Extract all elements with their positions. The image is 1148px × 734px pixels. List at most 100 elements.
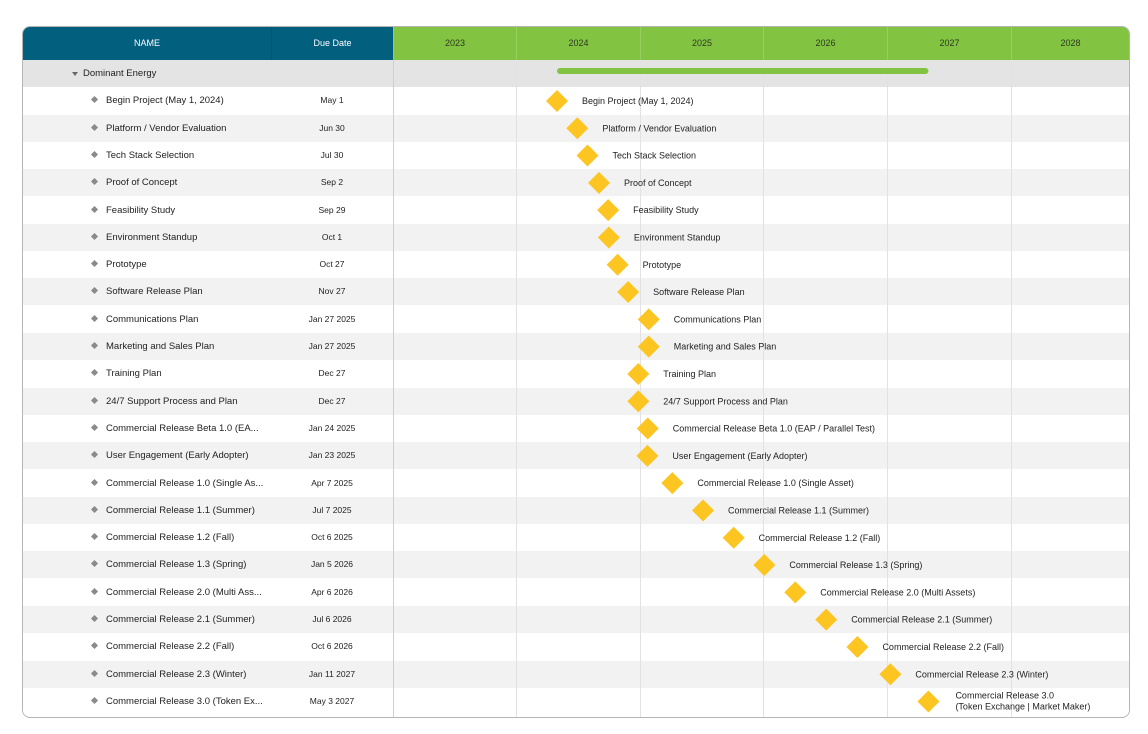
task-cells: Commercial Release 1.1 (Summer) Jul 7 202… bbox=[23, 497, 393, 524]
milestone-diamond[interactable] bbox=[722, 526, 745, 549]
milestone-diamond[interactable] bbox=[661, 472, 684, 495]
milestone-label: User Engagement (Early Adopter) bbox=[672, 451, 807, 461]
milestone-label-line: (Token Exchange | Market Maker) bbox=[955, 702, 1090, 712]
task-row[interactable]: Commercial Release 2.3 (Winter) Jan 11 20… bbox=[23, 660, 1129, 688]
milestone-diamond[interactable] bbox=[784, 581, 807, 604]
collapse-caret-icon[interactable] bbox=[72, 72, 78, 76]
task-row[interactable]: Training Plan Dec 27 bbox=[23, 360, 1129, 388]
milestone-label: Marketing and Sales Plan bbox=[674, 342, 777, 352]
task-cells: Marketing and Sales Plan Jan 27 2025 bbox=[23, 333, 393, 360]
milestone-diamond[interactable] bbox=[917, 690, 940, 713]
task-row[interactable]: Commercial Release Beta 1.0 (EA... Jan 24… bbox=[23, 414, 1129, 442]
milestone-diamond[interactable] bbox=[566, 117, 589, 140]
task-row[interactable]: Feasibility Study Sep 29 bbox=[23, 196, 1129, 224]
task-due-date: Dec 27 bbox=[318, 368, 346, 379]
milestone-label: Commercial Release 1.2 (Fall) bbox=[759, 533, 881, 543]
task-due-date: Oct 1 bbox=[321, 231, 343, 242]
milestone-label: Commercial Release 1.0 (Single Asset) bbox=[697, 478, 854, 488]
task-row[interactable]: Marketing and Sales Plan Jan 27 2025 bbox=[23, 333, 1129, 360]
milestone-diamond[interactable] bbox=[597, 199, 620, 222]
group-summary-bar[interactable] bbox=[556, 68, 929, 74]
task-cells: Commercial Release 1.0 (Single As... Apr … bbox=[23, 470, 393, 497]
year-header: 2027 bbox=[887, 27, 1011, 60]
task-row[interactable]: Communications Plan Jan 27 2025 bbox=[23, 305, 1129, 333]
milestone-label: Feasibility Study bbox=[633, 205, 699, 215]
task-cells: Commercial Release 2.0 (Multi Ass... Apr … bbox=[23, 579, 393, 606]
task-cells: Commercial Release 2.1 (Summer) Jul 6 202… bbox=[23, 606, 393, 633]
task-due-date: May 3 2027 bbox=[309, 695, 355, 706]
milestone-diamond[interactable] bbox=[606, 253, 629, 276]
task-row[interactable]: Begin Project (May 1, 2024) May 1 bbox=[23, 87, 1129, 115]
milestone-diamond[interactable] bbox=[815, 608, 838, 631]
milestone-label-line: Commercial Release 3.0 bbox=[955, 691, 1054, 701]
task-row[interactable]: Commercial Release 2.1 (Summer) Jul 6 202… bbox=[23, 606, 1129, 633]
milestone-diamond[interactable] bbox=[627, 362, 650, 385]
task-row[interactable]: Environment Standup Oct 1 bbox=[23, 223, 1129, 251]
milestone-label: Platform / Vendor Evaluation bbox=[602, 123, 716, 133]
task-due-date: Apr 6 2026 bbox=[311, 586, 353, 597]
milestone-diamond[interactable] bbox=[636, 417, 659, 440]
milestone-diamond[interactable] bbox=[597, 226, 620, 249]
milestone-diamond[interactable] bbox=[576, 144, 599, 167]
task-cells: Platform / Vendor Evaluation Jun 30 bbox=[23, 115, 393, 142]
task-row[interactable]: Tech Stack Selection Jul 30 bbox=[23, 141, 1129, 169]
task-row[interactable]: User Engagement (Early Adopter) Jan 23 20… bbox=[23, 442, 1129, 470]
milestone-label: Software Release Plan bbox=[653, 287, 745, 297]
task-due-date: May 1 bbox=[320, 95, 344, 106]
milestone-diamond[interactable] bbox=[753, 554, 776, 577]
milestone-label: Environment Standup bbox=[634, 232, 721, 242]
task-due-date: Jul 7 2025 bbox=[312, 504, 352, 515]
milestone-diamond[interactable] bbox=[636, 444, 659, 467]
milestone-label: Commercial Release Beta 1.0 (EAP / Paral… bbox=[673, 424, 875, 434]
milestone-diamond[interactable] bbox=[627, 390, 650, 413]
task-row[interactable]: Prototype Oct 27 bbox=[23, 251, 1129, 279]
gantt-chart: NAME Due Date 2023 2024 2025 2026 2027 2… bbox=[22, 26, 1130, 718]
timeline-chart: Begin Project (May 1, 2024) Platform / Ve… bbox=[545, 68, 1090, 713]
task-row[interactable]: Commercial Release 1.1 (Summer) Jul 7 202… bbox=[23, 496, 1129, 524]
year-header: 2026 bbox=[763, 27, 887, 60]
task-row[interactable]: Commercial Release 1.3 (Spring) Jan 5 202… bbox=[23, 551, 1129, 579]
year-header: 2028 bbox=[1011, 27, 1129, 60]
task-row[interactable]: Proof of Concept Sep 2 bbox=[23, 169, 1129, 197]
milestone-label: Commercial Release 1.1 (Summer) bbox=[728, 505, 869, 515]
milestone-diamond[interactable] bbox=[692, 499, 715, 522]
milestone-diamond[interactable] bbox=[545, 89, 568, 112]
task-cells: Software Release Plan Nov 27 bbox=[23, 278, 393, 305]
milestone-diamond[interactable] bbox=[846, 635, 869, 658]
milestone-label: Commercial Release 2.0 (Multi Assets) bbox=[820, 587, 975, 597]
milestone-label: Begin Project (May 1, 2024) bbox=[582, 96, 694, 106]
task-row[interactable]: Commercial Release 3.0 (Token Ex... May 3… bbox=[23, 687, 1129, 715]
due-date-column-header[interactable]: Due Date bbox=[271, 27, 393, 60]
milestone-label: Training Plan bbox=[663, 369, 716, 379]
milestone-label: Prototype bbox=[643, 260, 682, 270]
milestone-diamond[interactable] bbox=[588, 171, 611, 194]
milestone-diamond[interactable] bbox=[879, 663, 902, 686]
task-row[interactable]: Commercial Release 1.0 (Single As... Apr … bbox=[23, 469, 1129, 497]
task-due-date: Sep 29 bbox=[318, 204, 346, 215]
task-row[interactable]: Software Release Plan Nov 27 bbox=[23, 278, 1129, 306]
task-due-date: Dec 27 bbox=[318, 395, 346, 406]
milestone-diamond[interactable] bbox=[617, 281, 640, 304]
milestone-label: Proof of Concept bbox=[624, 178, 692, 188]
task-cells: Commercial Release 1.3 (Spring) Jan 5 202… bbox=[23, 551, 393, 578]
task-due-date: Jan 24 2025 bbox=[308, 422, 356, 433]
task-row[interactable]: 24/7 Support Process and Plan Dec 27 bbox=[23, 387, 1129, 415]
task-row[interactable]: Commercial Release 2.2 (Fall) Oct 6 2026 bbox=[23, 633, 1129, 661]
task-due-date: Jan 27 2025 bbox=[308, 313, 356, 324]
task-due-date: Jan 5 2026 bbox=[310, 559, 354, 570]
header-row: NAME Due Date 2023 2024 2025 2026 2027 2… bbox=[23, 27, 1129, 60]
milestone-label: Commercial Release 3.0 (Token Exchange | … bbox=[955, 691, 1090, 712]
name-column-header[interactable]: NAME bbox=[23, 27, 271, 60]
task-row[interactable]: Commercial Release 1.2 (Fall) Oct 6 2025 bbox=[23, 524, 1129, 552]
task-due-date: Apr 7 2025 bbox=[311, 477, 353, 488]
milestone-diamond[interactable] bbox=[637, 308, 660, 331]
task-cells: Commercial Release 1.2 (Fall) Oct 6 2025 bbox=[23, 524, 393, 551]
milestone-label: 24/7 Support Process and Plan bbox=[663, 396, 788, 406]
task-row[interactable]: Commercial Release 2.0 (Multi Ass... Apr … bbox=[23, 578, 1129, 606]
task-due-date: Oct 6 2026 bbox=[311, 641, 353, 652]
task-cells: Proof of Concept Sep 2 bbox=[23, 169, 393, 196]
milestone-label: Commercial Release 2.3 (Winter) bbox=[915, 669, 1048, 679]
milestone-diamond[interactable] bbox=[637, 335, 660, 358]
task-cells: Commercial Release 3.0 (Token Ex... May 3… bbox=[23, 688, 393, 715]
task-cells: Commercial Release 2.2 (Fall) Oct 6 2026 bbox=[23, 633, 393, 660]
